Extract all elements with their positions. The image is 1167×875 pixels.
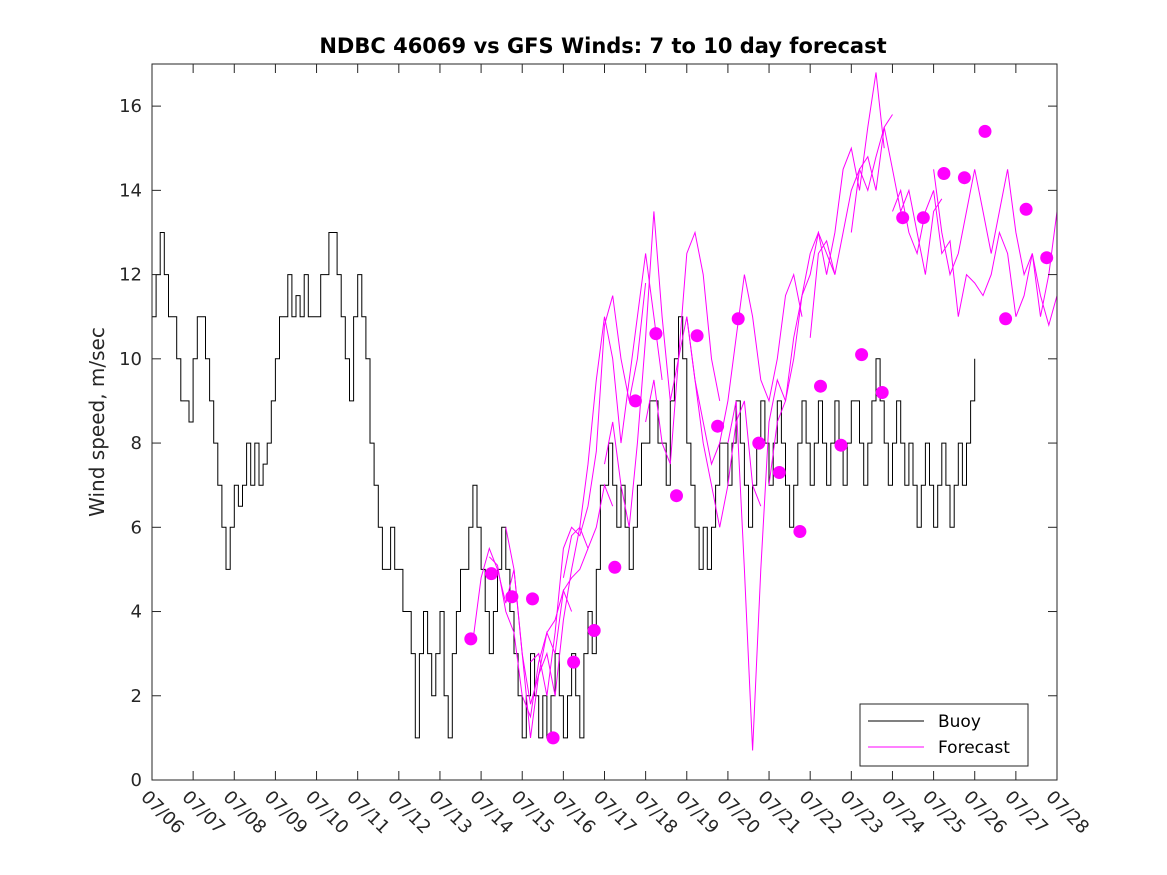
forecast-run-line-9 bbox=[727, 230, 836, 751]
forecast-marker-24 bbox=[937, 167, 951, 180]
chart-title: NDBC 46069 vs GFS Winds: 7 to 10 day for… bbox=[319, 34, 886, 58]
x-tick-label: 07/27 bbox=[1000, 787, 1052, 839]
forecast-marker-7 bbox=[587, 624, 601, 637]
y-tick-label: 16 bbox=[119, 96, 142, 117]
x-tick-label: 07/20 bbox=[712, 787, 764, 839]
forecast-marker-26 bbox=[978, 124, 992, 138]
x-tick-label: 07/16 bbox=[548, 787, 600, 839]
x-tick-label: 07/17 bbox=[589, 787, 641, 839]
forecast-marker-22 bbox=[896, 211, 910, 225]
forecast-marker-19 bbox=[834, 438, 848, 452]
forecast-marker-8 bbox=[608, 560, 622, 574]
x-tick-label: 07/11 bbox=[342, 787, 394, 839]
forecast-run-line-6 bbox=[604, 211, 721, 528]
forecast-marker-18 bbox=[814, 379, 827, 393]
x-tick-label: 07/22 bbox=[795, 787, 847, 839]
y-tick-label: 12 bbox=[119, 265, 142, 286]
forecast-run-line-13 bbox=[892, 188, 1058, 327]
x-tick-label: 07/26 bbox=[959, 787, 1011, 839]
x-tick-label: 07/14 bbox=[466, 787, 518, 839]
forecast-marker-29 bbox=[1040, 251, 1054, 265]
x-tick-label: 07/21 bbox=[753, 787, 805, 839]
y-tick-label: 6 bbox=[131, 517, 142, 538]
forecast-marker-27 bbox=[999, 312, 1013, 326]
x-tick-label: 07/12 bbox=[383, 787, 435, 839]
y-tick-label: 8 bbox=[131, 433, 142, 454]
y-tick-label: 0 bbox=[131, 770, 142, 791]
y-tick-label: 14 bbox=[119, 180, 142, 201]
forecast-run-line-5 bbox=[562, 253, 663, 578]
forecast-marker-21 bbox=[875, 386, 889, 399]
legend: Buoy Forecast bbox=[859, 703, 1029, 767]
forecast-marker-16 bbox=[772, 466, 786, 479]
x-tick-label: 07/15 bbox=[507, 787, 559, 839]
x-tick-label: 07/25 bbox=[918, 787, 970, 839]
x-tick-label: 07/19 bbox=[671, 787, 723, 839]
legend-box bbox=[859, 703, 1029, 767]
x-tick-label: 07/18 bbox=[630, 787, 682, 839]
legend-label-buoy: Buoy bbox=[938, 712, 981, 732]
x-tick-label: 07/23 bbox=[836, 787, 888, 839]
forecast-marker-12 bbox=[690, 329, 704, 343]
forecast-marker-11 bbox=[670, 489, 683, 503]
forecast-marker-28 bbox=[1019, 202, 1033, 216]
x-tick-label: 07/13 bbox=[424, 787, 476, 839]
forecast-marker-23 bbox=[916, 211, 930, 225]
legend-items: Buoy Forecast bbox=[868, 712, 1010, 758]
forecast-marker-6 bbox=[567, 655, 581, 669]
forecast-marker-1 bbox=[464, 632, 478, 646]
forecast-run-line-11 bbox=[809, 114, 893, 338]
forecast-marker-10 bbox=[649, 327, 663, 341]
forecast-marker-9 bbox=[628, 394, 642, 408]
y-tick-label: 4 bbox=[131, 602, 142, 623]
x-tick-label: 07/28 bbox=[1041, 787, 1093, 839]
x-tick-label: 07/10 bbox=[301, 787, 353, 839]
forecast-marker-5 bbox=[546, 731, 560, 745]
forecast-marker-15 bbox=[752, 436, 766, 450]
forecast-marker-25 bbox=[957, 171, 971, 185]
y-tick-label: 10 bbox=[119, 349, 142, 370]
plot-background bbox=[152, 64, 1057, 780]
forecast-marker-20 bbox=[855, 348, 869, 362]
forecast-run-line-7 bbox=[645, 316, 762, 528]
buoy-series-line bbox=[152, 232, 976, 739]
forecast-marker-4 bbox=[526, 592, 539, 606]
forecast-marker-14 bbox=[731, 312, 745, 326]
x-tick-label: 07/24 bbox=[877, 787, 929, 839]
x-tick-label: 07/06 bbox=[136, 787, 188, 839]
y-tick-label: 2 bbox=[131, 686, 142, 707]
x-tick-label: 07/09 bbox=[260, 787, 312, 839]
forecast-marker-3 bbox=[505, 590, 519, 604]
forecast-run-line-8 bbox=[686, 272, 803, 466]
forecast-marker-13 bbox=[711, 419, 725, 433]
forecast-run-line-2 bbox=[488, 548, 589, 719]
forecast-run-line-3 bbox=[505, 483, 614, 705]
forecast-run-line-10 bbox=[768, 72, 885, 486]
forecast-marker-17 bbox=[793, 525, 807, 538]
forecast-run-line-14 bbox=[933, 169, 1058, 317]
y-axis-label: Wind speed, m/sec bbox=[85, 327, 109, 517]
legend-label-forecast: Forecast bbox=[938, 738, 1010, 758]
forecast-run-line-4 bbox=[530, 282, 647, 696]
forecast-marker-2 bbox=[484, 567, 498, 581]
forecast-run-line-12 bbox=[850, 127, 943, 275]
x-tick-label: 07/08 bbox=[219, 787, 271, 839]
x-tick-label: 07/07 bbox=[178, 787, 230, 839]
series-layer bbox=[152, 72, 1058, 751]
